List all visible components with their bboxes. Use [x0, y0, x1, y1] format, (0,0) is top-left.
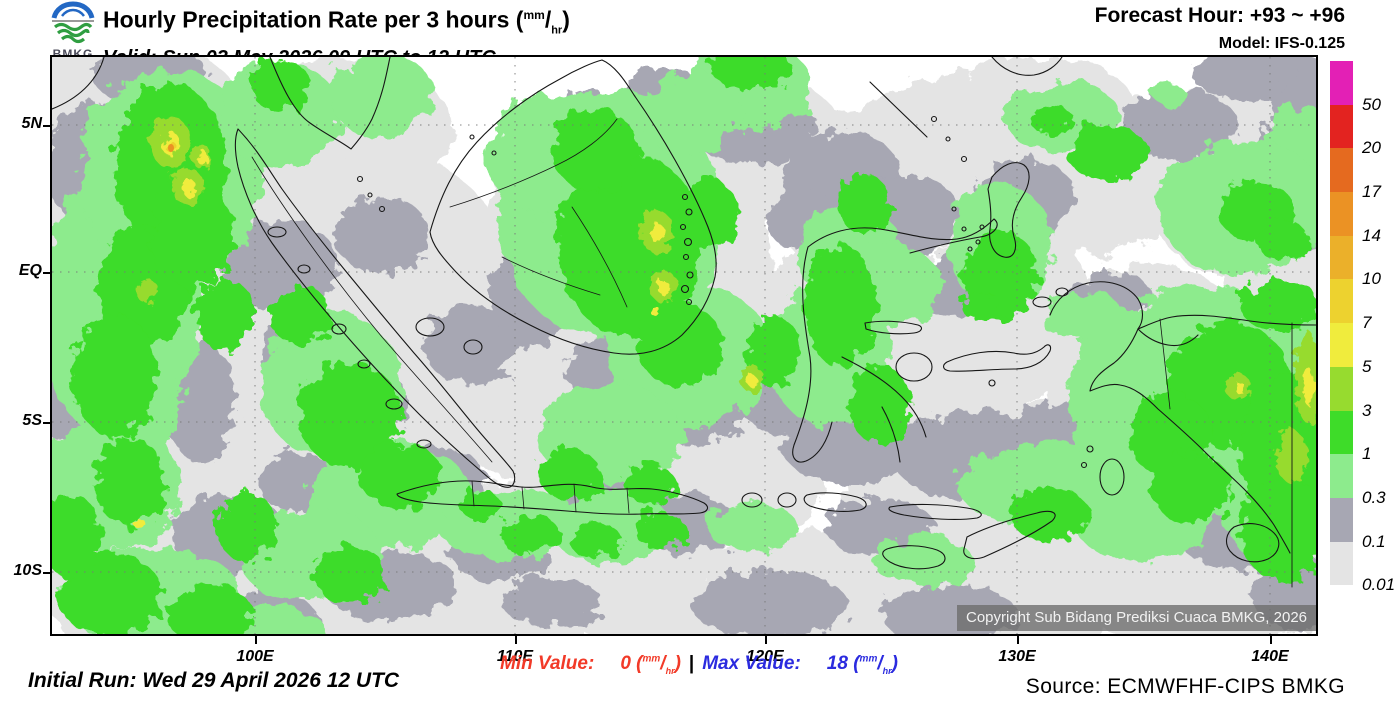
lat-tick-mark — [43, 422, 50, 424]
legend-entry: 50 — [1330, 61, 1381, 114]
min-value: 0 — [620, 653, 631, 674]
lat-tick-mark — [43, 572, 50, 574]
graticule — [52, 57, 1316, 634]
header-right: Forecast Hour: +93 ~ +96 Model: IFS-0.12… — [1095, 4, 1345, 53]
precip-layer-14 — [168, 144, 174, 152]
legend-entry: 17 — [1330, 148, 1381, 201]
legend-entry: 1 — [1330, 410, 1371, 463]
lon-tick-mark — [255, 636, 257, 644]
legend-value: 10 — [1362, 269, 1381, 289]
legend-value: 14 — [1362, 225, 1381, 245]
legend-swatch — [1330, 192, 1353, 236]
lon-tick-mark — [1017, 636, 1019, 644]
lon-tick-label: 120E — [746, 648, 784, 665]
lat-tick-label: 5S — [22, 412, 42, 429]
legend-value: 3 — [1362, 400, 1372, 420]
legend-entry: 10 — [1330, 235, 1381, 288]
lat-tick-label: 10S — [13, 562, 42, 579]
lon-tick-mark — [765, 636, 767, 644]
min-value-text: Min Value: 0 (mm/hr) — [500, 653, 681, 676]
lon-tick-label: 100E — [236, 648, 274, 665]
legend-swatch — [1330, 279, 1353, 324]
lon-tick-label: 140E — [1251, 648, 1289, 665]
page-title: Hourly Precipitation Rate per 3 hours (m… — [103, 6, 570, 37]
precipitation-map: Copyright Sub Bidang Prediksi Cuaca BMKG… — [50, 55, 1318, 636]
precip-layer-5 — [134, 132, 1315, 529]
legend-value: 5 — [1362, 356, 1372, 376]
model-name: Model: IFS-0.125 — [1218, 35, 1345, 52]
legend-swatch — [1330, 410, 1353, 455]
legend-swatch — [1330, 454, 1353, 498]
legend-value: 0.01 — [1362, 575, 1396, 595]
legend-value: 1 — [1362, 444, 1372, 464]
forecast-hour: Forecast Hour: +93 ~ +96 — [1094, 4, 1345, 27]
legend-value: 7 — [1362, 313, 1372, 333]
legend-entry: 7 — [1330, 279, 1371, 332]
legend-value: 50 — [1362, 94, 1381, 114]
legend-entry: 0.01 — [1330, 541, 1395, 594]
legend-value: 0.3 — [1362, 487, 1386, 507]
coastlines — [52, 57, 1316, 588]
lat-tick-label: 5N — [21, 115, 42, 132]
max-value-text: Max Value: 18 (mm/hr) — [702, 653, 898, 676]
legend-entry: 20 — [1330, 104, 1381, 157]
copyright-watermark: Copyright Sub Bidang Prediksi Cuaca BMKG… — [956, 605, 1316, 631]
lon-tick-mark — [1270, 636, 1272, 644]
legend-swatch — [1330, 61, 1353, 105]
bmkg-logo-icon — [51, 1, 95, 44]
legend-swatch — [1330, 104, 1353, 149]
lon-tick-mark — [515, 636, 517, 644]
lat-tick-label: EQ — [18, 262, 42, 279]
minmax-separator: | — [688, 653, 695, 674]
legend-entry: 0.3 — [1330, 454, 1386, 507]
legend-swatch — [1330, 497, 1353, 542]
legend-entry: 5 — [1330, 323, 1371, 376]
legend-entry: 14 — [1330, 192, 1381, 245]
legend-value: 20 — [1362, 138, 1381, 158]
legend-swatch — [1330, 235, 1353, 280]
source: Source: ECMWFHF-CIPS BMKG — [1025, 675, 1345, 698]
legend-value: 17 — [1362, 182, 1381, 202]
initial-run: Initial Run: Wed 29 April 2026 12 UTC — [28, 669, 400, 692]
precipitation-field — [52, 57, 1316, 634]
lon-tick-label: 110E — [496, 648, 534, 665]
legend-entry: 0.1 — [1330, 497, 1386, 551]
legend-value: 0.1 — [1362, 531, 1386, 551]
max-value: 18 — [826, 653, 848, 674]
lat-tick-mark — [43, 125, 50, 127]
legend-swatch — [1330, 541, 1353, 586]
legend-swatch — [1330, 148, 1353, 193]
legend-swatch — [1330, 366, 1353, 411]
legend-swatch — [1330, 323, 1353, 367]
lon-tick-label: 130E — [998, 648, 1036, 665]
lat-tick-mark — [43, 272, 50, 274]
legend-entry: 3 — [1330, 366, 1371, 420]
legend: 50 20 17 14 10 7 5 3 1 0.3 0.1 0.01 — [1330, 61, 1395, 594]
minmax-line: Min Value: 0 (mm/hr) | Max Value: 18 (mm/hr) — [500, 653, 898, 676]
bmkg-logo: BMKG — [44, 1, 102, 61]
